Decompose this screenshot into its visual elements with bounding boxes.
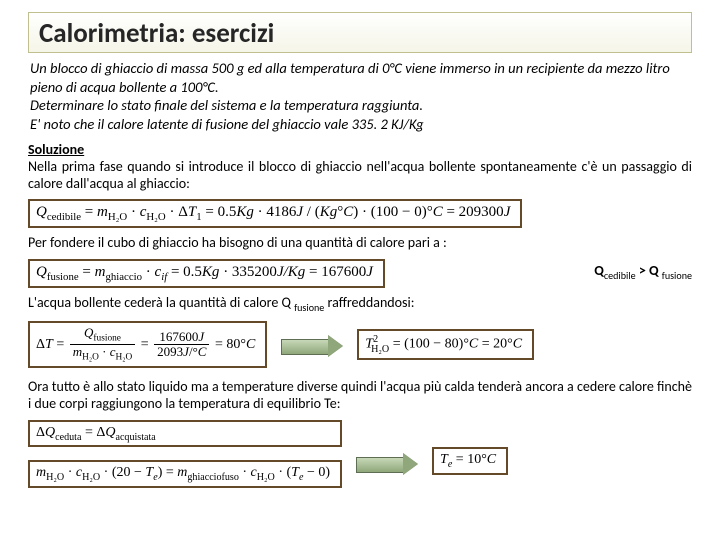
- p3-sub: fusione: [294, 300, 324, 313]
- solution-label: Soluzione: [28, 141, 84, 158]
- equation-qcedibile: Qcedibile = mH₂O · cH₂O · ΔT1 = 0.5Kg · …: [28, 199, 522, 228]
- paragraph-3: L'acqua bollente cederà la quantità di c…: [28, 294, 692, 314]
- solution-header: Soluzione Nella prima fase quando si int…: [28, 141, 692, 192]
- p3-part-a: L'acqua bollente cederà la quantità di c…: [28, 294, 294, 311]
- paragraph-2: Per fondere il cubo di ghiaccio ha bisog…: [28, 234, 692, 251]
- inequality: Qcedibile > Q fusione: [564, 256, 692, 282]
- equation-result: Te = 10°C: [432, 447, 508, 475]
- equation-T2: T2H₂O = (100 − 80)°C = 20°C: [357, 329, 534, 359]
- p3-part-b: raffreddandosi:: [324, 294, 414, 311]
- equation-mass-balance: mH₂O · cH₂O · (20 − Te) = mghiacciofuso …: [28, 460, 342, 488]
- problem-statement: Un blocco di ghiaccio di massa 500 g ed …: [30, 59, 690, 133]
- equation-balance: ΔQceduta = ΔQacquistata: [28, 420, 342, 448]
- arrow-icon: [281, 336, 343, 356]
- equation-qfusione: Qfusione = mghiaccio · cif = 0.5Kg · 335…: [28, 259, 385, 288]
- title-box: Calorimetria: esercizi: [28, 12, 692, 53]
- arrow-icon-2: [356, 454, 418, 474]
- equation-deltaT: ΔT = QfusionemH₂O · cH₂O = 167600J2093J/…: [28, 321, 267, 369]
- paragraph-4: Ora tutto è allo stato liquido ma a temp…: [28, 378, 692, 412]
- paragraph-1: Nella prima fase quando si introduce il …: [28, 158, 692, 192]
- page-title: Calorimetria: esercizi: [39, 17, 681, 50]
